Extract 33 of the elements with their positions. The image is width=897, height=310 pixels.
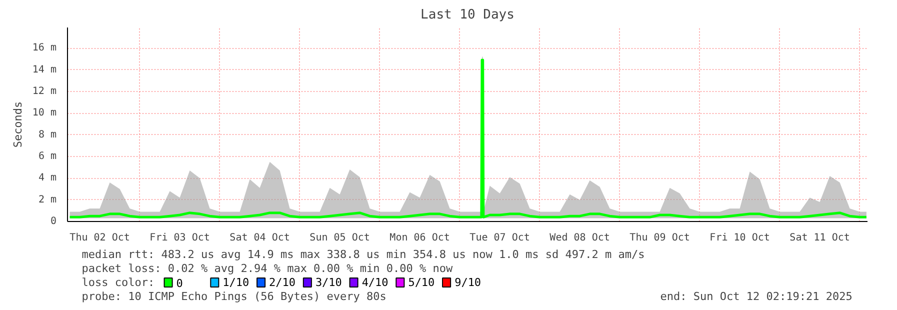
legend-label: 9/10 — [454, 276, 482, 289]
x-tick-label: Fri 10 Oct — [710, 232, 770, 244]
y-tick-label: 10 m — [32, 108, 57, 119]
x-tick-label: Wed 08 Oct — [550, 232, 610, 244]
chart-title: Last 10 Days — [420, 8, 514, 22]
y-tick-label: 16 m — [32, 42, 57, 54]
y-tick-label: 0 — [50, 216, 57, 227]
x-tick-label: Sat 11 Oct — [790, 232, 850, 244]
x-tick-label: Mon 06 Oct — [390, 232, 450, 244]
y-tick-label: 4 m — [38, 172, 56, 184]
legend-label: 2/10 — [269, 276, 296, 289]
x-tick-label: Thu 02 Oct — [70, 232, 130, 244]
legend-title: loss color: — [82, 276, 155, 289]
text: median rtt: 483.2 us avg 14.9 ms max 338.8 us min 354.8 us now 1.0 ms sd 497.2 m am/s — [82, 248, 645, 261]
y-axis-title: Seconds — [11, 101, 24, 148]
y-tick-label: 14 m — [32, 64, 57, 76]
legend-label: 0 — [176, 277, 183, 290]
legend-label: 4/10 — [362, 276, 388, 289]
legend-label: 5/10 — [408, 276, 435, 289]
x-tick-label: Thu 09 Oct — [630, 232, 690, 244]
x-tick-label: Sat 04 Oct — [230, 232, 290, 244]
y-tick-label: 2 m — [38, 194, 56, 206]
text: end: Sun Oct 12 02:19:21 2025 — [660, 290, 852, 303]
text: packet loss: 0.02 % avg 2.94 % max 0.00 % min 0.00 % now — [82, 262, 454, 275]
x-tick-label: Tue 07 Oct — [470, 232, 530, 244]
y-tick-label: 12 m — [32, 86, 57, 97]
legend-label: 1/10 — [222, 276, 250, 289]
y-tick-label: 6 m — [38, 150, 56, 162]
x-tick-label: Sun 05 Oct — [310, 232, 370, 244]
x-tick-label: Fri 03 Oct — [150, 232, 210, 244]
legend-label: 3/10 — [315, 276, 342, 289]
text: probe: 10 ICMP Echo Pings (56 Bytes) every 80s — [82, 290, 386, 303]
y-tick-label: 8 m — [38, 129, 56, 140]
